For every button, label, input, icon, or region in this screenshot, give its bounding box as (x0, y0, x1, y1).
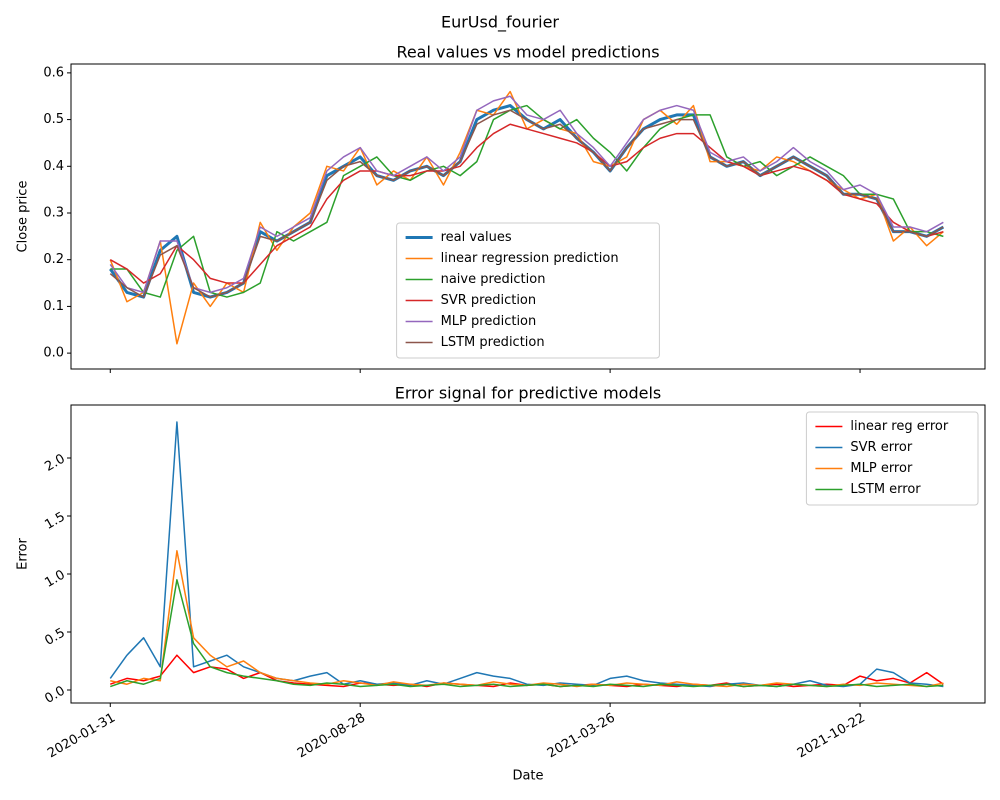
series-line (110, 579, 944, 688)
legend-label: LSTM prediction (441, 335, 545, 350)
legend-label: MLP error (850, 461, 913, 476)
y-tick-label: 0.2 (43, 252, 64, 267)
y-axis-label: Close price (16, 181, 31, 253)
axes-frame (70, 404, 986, 704)
y-tick-label: 0.3 (43, 205, 64, 220)
y-tick-label: 0.1 (43, 299, 64, 314)
series-line (109, 421, 944, 688)
series-line (109, 95, 944, 294)
figure-title: EurUsd_fourier (441, 13, 559, 33)
y-axis-label: Error (16, 538, 31, 570)
series-line (109, 109, 944, 298)
legend-label: MLP prediction (441, 314, 537, 329)
legend-label: naive prediction (441, 272, 546, 287)
x-axis-label: Date (512, 769, 543, 784)
legend-box (396, 222, 660, 359)
series-line (109, 123, 944, 284)
legend-label: linear reg error (850, 419, 948, 434)
legend-label: real values (441, 230, 512, 245)
plot-area (109, 90, 945, 345)
y-tick-label: 0.6 (43, 65, 64, 80)
legend-label: LSTM error (850, 482, 921, 497)
y-tick-label: 0.4 (43, 159, 64, 174)
legend-box (805, 411, 979, 506)
axes-frame (70, 63, 986, 370)
axes-title: Error signal for predictive models (395, 384, 661, 403)
y-tick-label: 0.5 (43, 112, 64, 127)
legend-label: SVR error (850, 440, 912, 455)
series-line (110, 104, 944, 298)
y-tick-label: 0.0 (43, 346, 64, 361)
axes: Real values vs model predictions 0.0 0.1 0.… (16, 43, 986, 373)
legend-label: SVR prediction (441, 293, 537, 308)
axes-title: Real values vs model predictions (396, 43, 659, 62)
legend-label: linear regression prediction (441, 251, 619, 266)
plot-area (109, 421, 944, 688)
